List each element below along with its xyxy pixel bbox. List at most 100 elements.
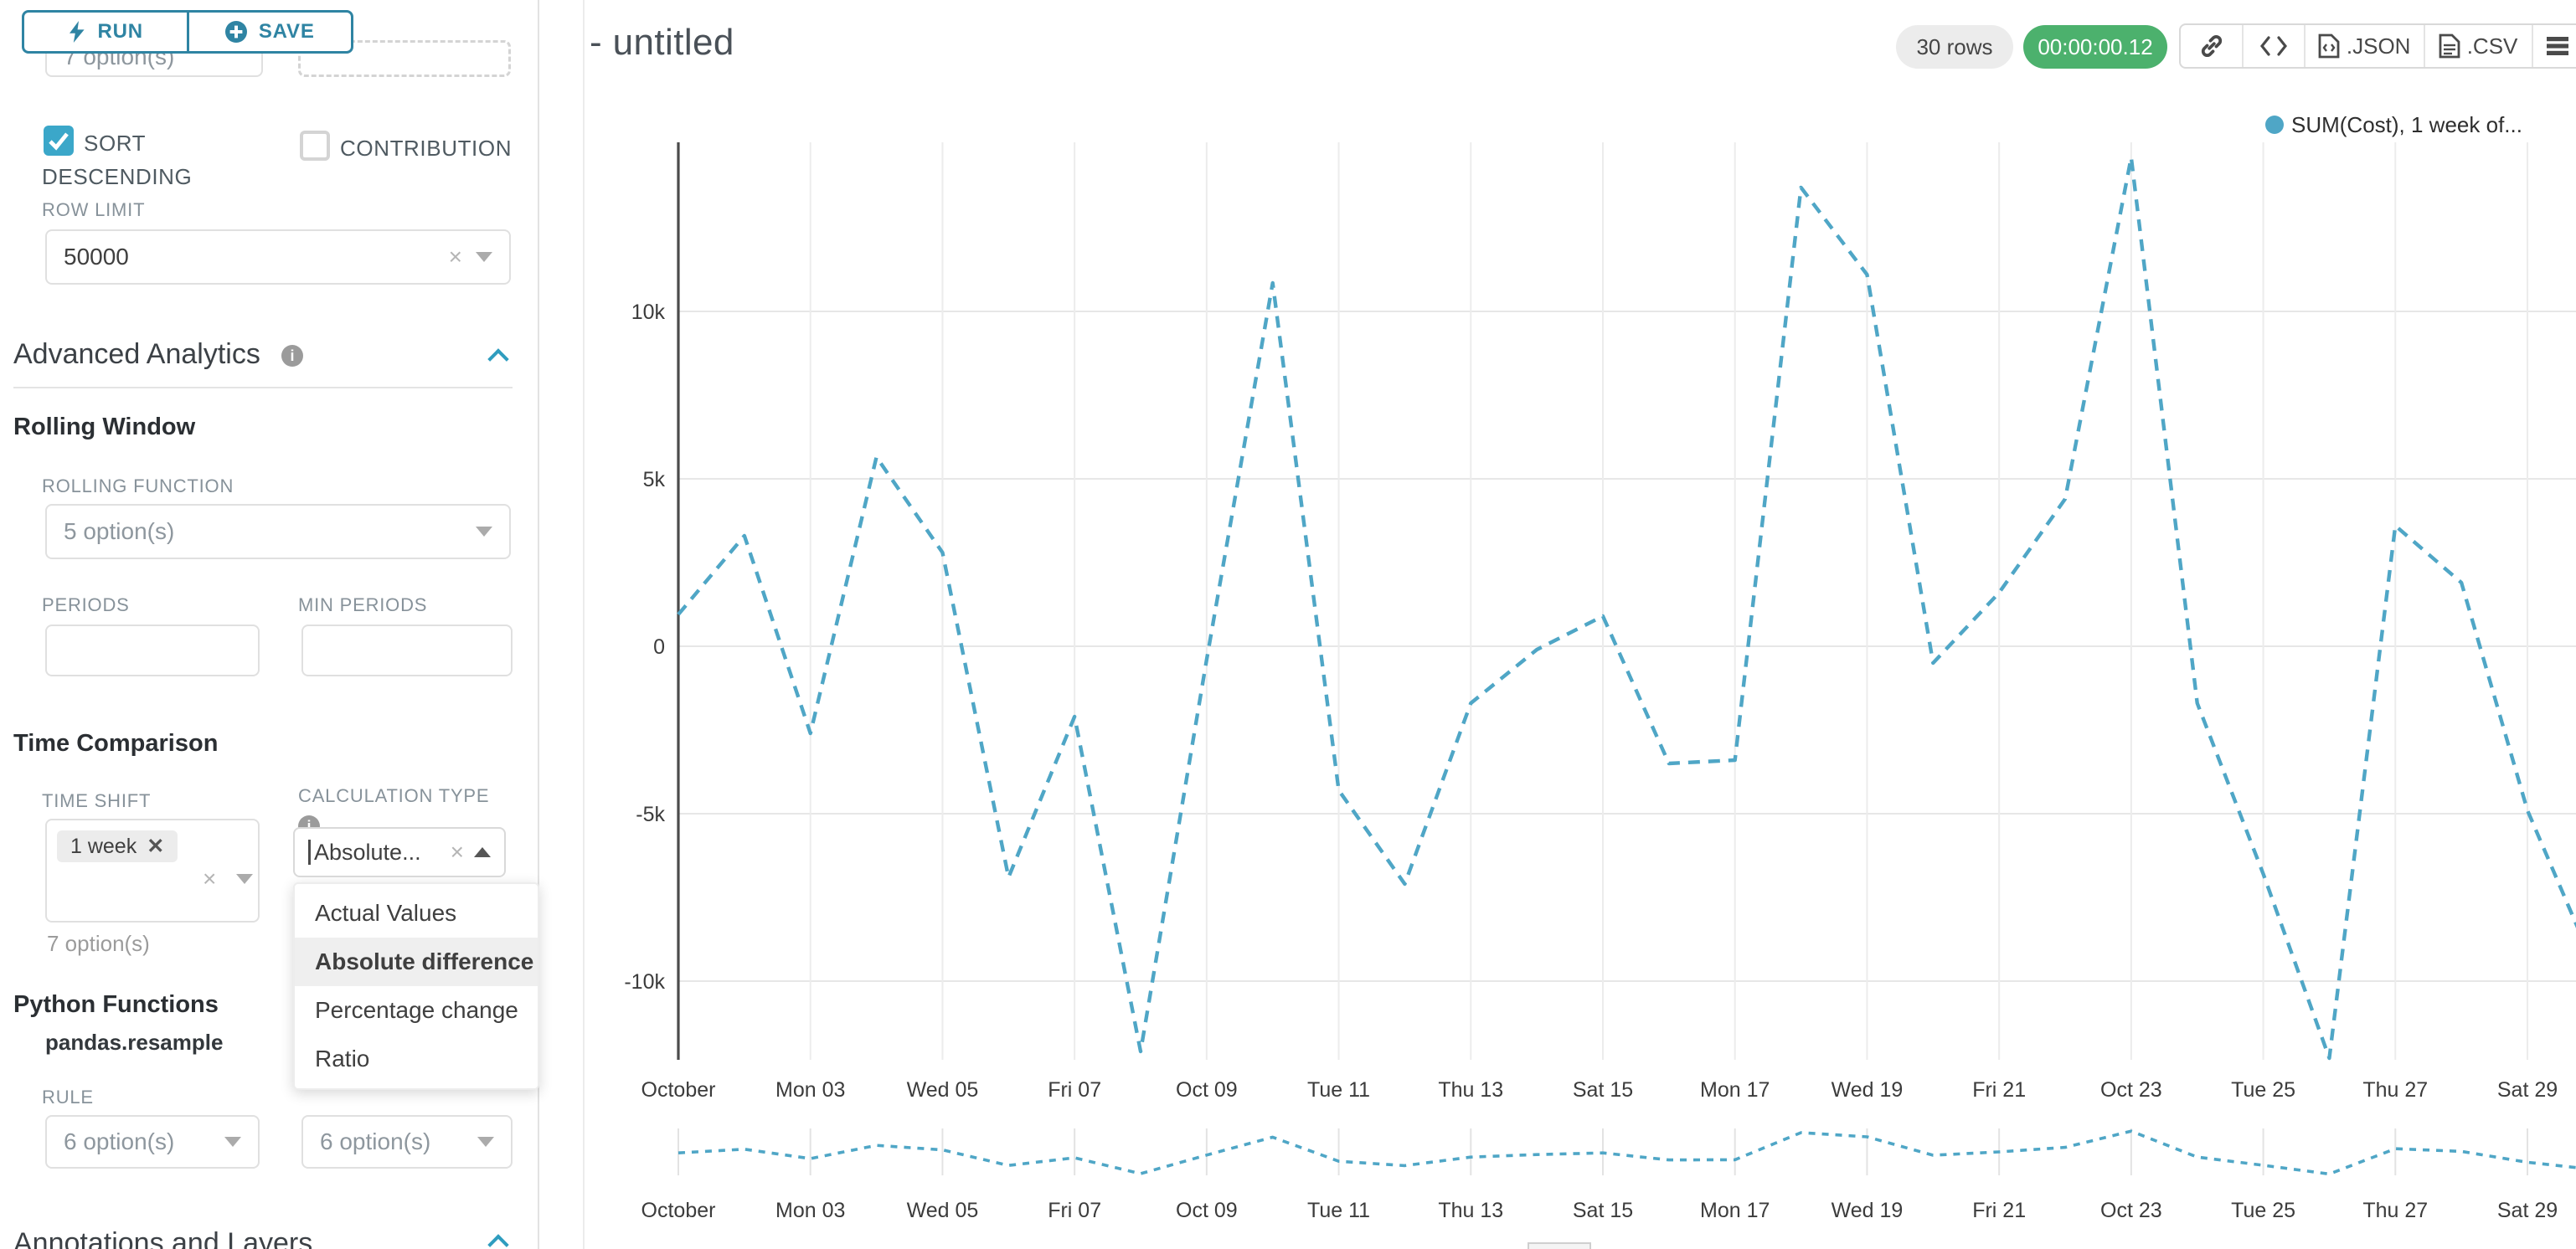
advanced-analytics-header[interactable]: Advanced Analytics (13, 338, 260, 370)
caret-down-icon[interactable] (476, 527, 492, 537)
chip-remove-icon[interactable]: ✕ (147, 835, 165, 858)
x-axis-tick-label: Thu 13 (1438, 1078, 1503, 1102)
row-limit-select[interactable]: 50000 × (45, 229, 511, 285)
mini-x-axis-tick-label: Sat 15 (1573, 1199, 1633, 1222)
info-icon[interactable]: i (281, 345, 303, 367)
file-text-icon (2439, 33, 2460, 59)
timeseries-chart[interactable]: 10k 5k 0 -5k -10k October October Mon 03 Mon 03 W… (585, 0, 2576, 1249)
mini-x-axis-tick-label: Thu 13 (1438, 1199, 1503, 1222)
clear-icon[interactable]: × (450, 839, 464, 865)
row-count-label: 30 rows (1916, 33, 1993, 59)
time-shift-select[interactable]: 1 week ✕ (45, 819, 260, 923)
caret-down-icon[interactable] (476, 252, 492, 262)
mini-x-axis-tick-label: Mon 17 (1700, 1199, 1770, 1222)
more-options-button[interactable] (2533, 25, 2576, 67)
rule-select[interactable]: 6 option(s) (45, 1115, 260, 1169)
calculation-type-value: Absolute... (314, 839, 421, 865)
run-button-label: RUN (97, 20, 143, 43)
resample-method-value: 6 option(s) (320, 1128, 431, 1154)
clear-icon[interactable]: × (448, 244, 462, 270)
annotations-layers-header[interactable]: Annotations and Layers (13, 1227, 313, 1249)
x-axis-tick-label: Fri 21 (1972, 1078, 2026, 1102)
rolling-window-header: Rolling Window (13, 414, 196, 440)
pandas-resample-label: pandas.resample (45, 1030, 224, 1055)
calculation-type-dropdown-menu: Actual Values Absolute difference Percenta… (293, 882, 539, 1090)
sort-descending-label-1: SORT (84, 131, 147, 156)
contribution-label: CONTRIBUTION (340, 136, 513, 161)
embed-code-button[interactable] (2244, 25, 2306, 67)
x-axis-tick-label: Wed 05 (907, 1078, 979, 1102)
truncated-dashed-field[interactable] (298, 40, 511, 77)
mini-x-axis-tick-label: Fri 21 (1972, 1199, 2026, 1222)
time-shift-chip[interactable]: 1 week ✕ (57, 830, 178, 862)
time-shift-label: TIME SHIFT (42, 790, 152, 811)
sort-descending-label-2: DESCENDING (42, 164, 193, 189)
x-axis-tick-label: October (641, 1078, 716, 1102)
x-axis-tick-label: Oct 23 (2100, 1078, 2162, 1102)
mini-x-axis-tick-label: Oct 23 (2100, 1199, 2162, 1222)
y-axis-tick-label: 0 (653, 635, 665, 659)
link-icon (2201, 34, 2222, 58)
x-axis-tick-label: Mon 17 (1700, 1078, 1770, 1102)
lightning-bolt-icon (69, 21, 85, 43)
dropdown-option[interactable]: Percentage change (315, 997, 518, 1023)
y-axis-tick-label: 5k (643, 468, 666, 491)
resample-method-select[interactable]: 6 option(s) (301, 1115, 513, 1169)
legend-label[interactable]: SUM(Cost), 1 week of... (2291, 112, 2522, 137)
row-limit-label: ROW LIMIT (42, 199, 146, 220)
sort-descending-checkbox[interactable] (44, 126, 74, 156)
export-toolbar: .JSON .CSV (2179, 23, 2576, 69)
dropdown-option[interactable]: Absolute difference (295, 938, 538, 986)
time-comparison-header: Time Comparison (13, 730, 219, 757)
mini-x-axis-tick-label: Sat 29 (2497, 1199, 2558, 1222)
export-csv-button[interactable]: .CSV (2425, 25, 2533, 67)
mini-series-line (677, 1129, 2576, 1176)
calculation-type-label: CALCULATION TYPE (298, 785, 490, 806)
calculation-type-select[interactable]: Absolute... × (293, 827, 506, 877)
clear-icon[interactable]: × (203, 866, 217, 892)
rolling-function-value: 5 option(s) (64, 518, 175, 544)
contribution-checkbox[interactable] (300, 131, 330, 161)
page-title[interactable]: - untitled (590, 22, 734, 63)
export-json-label: .JSON (2346, 33, 2411, 59)
check-icon (49, 132, 69, 151)
y-axis-tick-label: -10k (624, 970, 665, 994)
rolling-function-select[interactable]: 5 option(s) (45, 504, 511, 559)
save-button[interactable]: SAVE (186, 13, 352, 51)
min-periods-label: MIN PERIODS (298, 594, 428, 615)
plus-circle-icon (224, 21, 247, 43)
chevron-up-icon[interactable] (487, 1234, 509, 1249)
x-axis-tick-label: Tue 11 (1307, 1078, 1370, 1102)
save-button-label: SAVE (258, 20, 315, 43)
mini-x-axis-tick-label: Fri 07 (1048, 1199, 1101, 1222)
export-json-button[interactable]: .JSON (2306, 25, 2425, 67)
share-link-button[interactable] (2181, 25, 2244, 67)
chevron-up-icon[interactable] (487, 348, 509, 370)
caret-up-icon[interactable] (474, 847, 491, 857)
run-button[interactable]: RUN (24, 13, 187, 51)
mini-x-axis-tick-label: Thu 27 (2362, 1199, 2428, 1222)
query-timer-label: 00:00:00.12 (2038, 33, 2153, 59)
series-line (677, 155, 2576, 1061)
mini-x-axis-tick-label: October (641, 1199, 716, 1222)
rolling-function-label: ROLLING FUNCTION (42, 475, 234, 496)
caret-down-icon[interactable] (224, 1137, 241, 1147)
dropdown-option[interactable]: Ratio (315, 1046, 370, 1072)
periods-input[interactable] (45, 624, 260, 676)
file-code-icon (2318, 33, 2340, 59)
caret-down-icon[interactable] (477, 1137, 494, 1147)
x-axis-tick-label: Fri 07 (1048, 1078, 1101, 1102)
min-periods-input[interactable] (301, 624, 513, 676)
mini-x-axis-tick-label: Mon 03 (775, 1199, 845, 1222)
mini-x-axis-tick-label: Oct 09 (1176, 1199, 1238, 1222)
caret-down-icon[interactable] (236, 874, 253, 884)
section-divider (13, 387, 513, 388)
x-axis-tick-label: Sat 15 (1573, 1078, 1633, 1102)
legend-swatch[interactable] (2265, 116, 2284, 134)
dropdown-option[interactable]: Actual Values (315, 900, 457, 926)
python-functions-header: Python Functions (13, 991, 219, 1018)
brush-handle[interactable] (1528, 1242, 1591, 1249)
y-axis-tick-label: 10k (631, 301, 666, 324)
rule-value: 6 option(s) (64, 1128, 175, 1154)
